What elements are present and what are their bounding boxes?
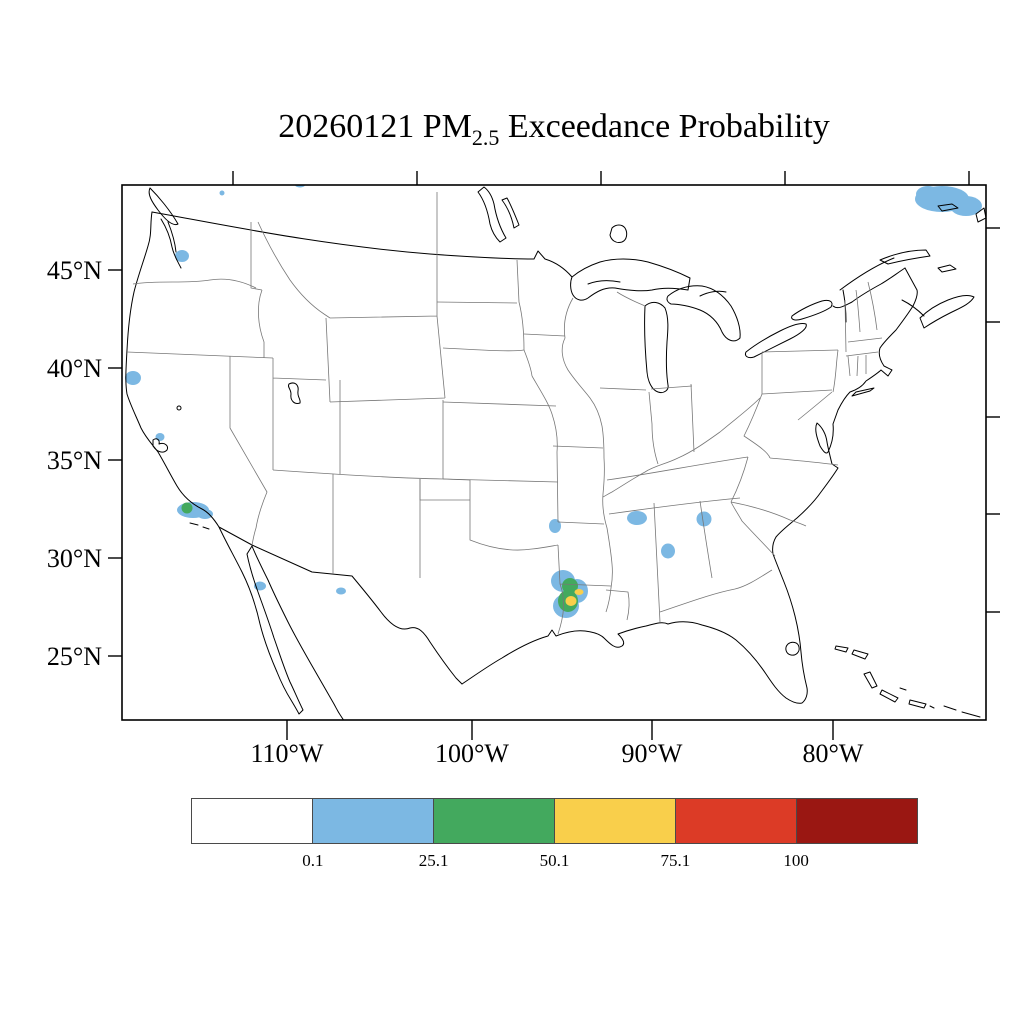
state-boundaries: [126, 192, 883, 635]
exceedance-region-gulf-of-st-lawrence-canada: [950, 196, 982, 216]
exceedance-region-central-california: [155, 433, 165, 441]
exceedance-region-southern-california-blue: [197, 509, 213, 519]
chart-title-subscript: 2.5: [471, 124, 500, 150]
x-axis-label: 110°W: [251, 739, 324, 768]
us-canada-border: [151, 211, 573, 278]
colorbar-tick-label: 50.1: [539, 851, 570, 870]
exceedance-region-mississippi-tennessee-border: [627, 511, 647, 525]
exceedance-region-west-georgia: [696, 511, 712, 527]
gulf-atlantic-coastline: [461, 267, 918, 704]
lake-winnipeg: [477, 186, 520, 243]
y-axis-label: 40°N: [47, 354, 102, 383]
exceedance-region-north-california-coast: [125, 371, 141, 385]
colorbar-cell-0: [192, 799, 313, 843]
y-axis-label: 30°N: [47, 544, 102, 573]
exceedance-region-chihuahua-mexico: [336, 587, 346, 595]
colorbar-tick-label: 25.1: [418, 851, 449, 870]
map-frame: [121, 184, 987, 721]
x-axis-label: 80°W: [803, 739, 864, 768]
chart-title: 20260121 PM2.5 Exceedance Probability: [278, 108, 830, 151]
lake-tahoe: [176, 405, 182, 411]
exceedance-region-layer: [125, 185, 982, 618]
x-axis-label: 100°W: [435, 739, 509, 768]
exceedance-region-se-texas-sw-louisiana-green: [562, 578, 578, 594]
lake-ontario: [791, 299, 833, 321]
exceedance-region-washington-north-dot: [219, 190, 225, 196]
colorbar-cell-5: [797, 799, 917, 843]
colorbar-legend: [191, 798, 918, 844]
british-columbia-coast: [148, 187, 182, 269]
anticosti-island: [937, 203, 959, 212]
exceedance-region-washington-puget: [175, 250, 189, 262]
lake-superior: [570, 258, 691, 301]
st-lawrence-north-shore: [839, 257, 895, 291]
lake-okeechobee: [785, 641, 800, 656]
x-axis-label: 90°W: [622, 739, 683, 768]
colorbar-tick-label: 0.1: [302, 851, 324, 870]
axis-tick-layer: 45°N 40°N 35°N 30°N 25°N 110°W 100°W 90°W 80°W: [47, 171, 1000, 768]
y-axis-label: 25°N: [47, 642, 102, 671]
great-salt-lake: [287, 382, 301, 404]
baja-california-coast: [218, 526, 345, 720]
exceedance-region-se-texas-sw-louisiana-yellow: [565, 596, 577, 606]
y-axis-label: 35°N: [47, 446, 102, 475]
lake-huron: [666, 285, 741, 342]
bay-of-fundy: [901, 299, 925, 317]
colorbar-cell-1: [313, 799, 434, 843]
channel-islands: [189, 522, 210, 530]
colorbar-tick-label: 75.1: [660, 851, 691, 870]
us-mexico-border: [218, 526, 463, 685]
newfoundland-edge: [975, 207, 986, 223]
colorbar-tick-label: 100: [783, 851, 809, 870]
st-lawrence-border: [832, 267, 906, 309]
nova-scotia: [919, 295, 975, 329]
long-island: [851, 387, 875, 397]
exceedance-region-southwest-arkansas: [549, 519, 561, 533]
san-francisco-bay: [152, 438, 168, 453]
pacific-coastline: [125, 211, 220, 528]
bahamas-cuba-islands: [834, 645, 981, 718]
lake-nipigon: [609, 224, 628, 243]
prince-edward-island: [937, 264, 957, 273]
chart-title-suffix: Exceedance Probability: [499, 108, 830, 145]
exceedance-region-southern-california-green: [181, 502, 193, 514]
chart-title-prefix: 20260121 PM: [278, 108, 472, 145]
gaspe-peninsula: [879, 249, 931, 265]
colorbar-cell-4: [676, 799, 797, 843]
colorbar-cell-2: [434, 799, 555, 843]
exceedance-region-central-alabama: [661, 543, 675, 559]
exceedance-region-gulf-of-st-lawrence-canada: [916, 186, 940, 202]
lake-erie: [745, 323, 807, 359]
lake-michigan: [644, 301, 669, 393]
exceedance-region-se-texas-sw-louisiana-yellow: [574, 589, 584, 595]
colorbar-cell-3: [555, 799, 676, 843]
y-axis-label: 45°N: [47, 256, 102, 285]
